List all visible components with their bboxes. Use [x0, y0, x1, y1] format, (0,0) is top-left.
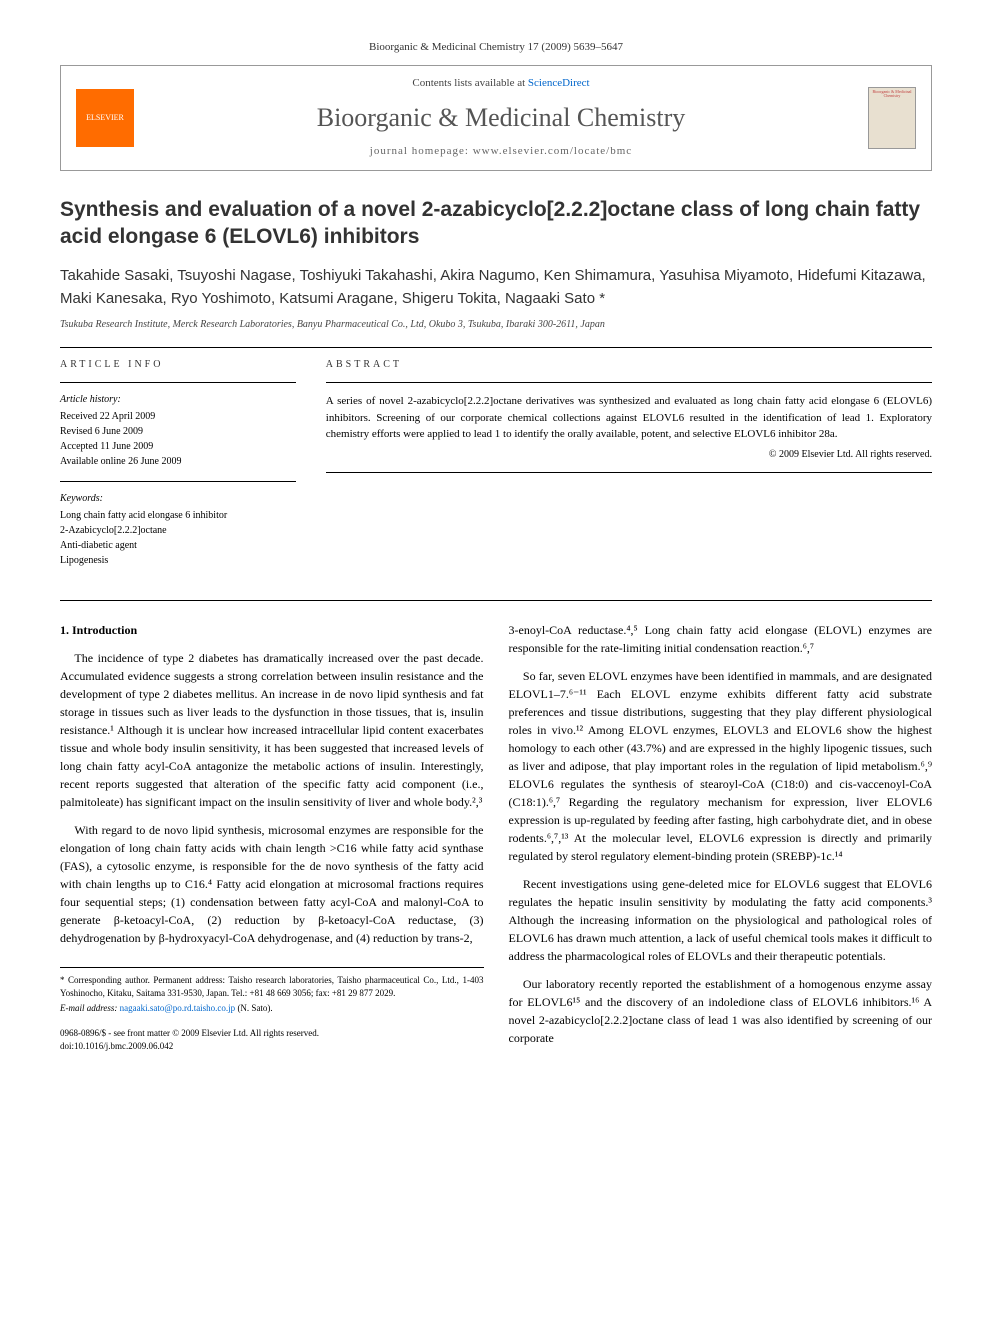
article-info-label: ARTICLE INFO	[60, 358, 296, 372]
history-revised: Revised 6 June 2009	[60, 424, 296, 439]
keywords-block: Keywords: Long chain fatty acid elongase…	[60, 492, 296, 568]
keyword-1: Long chain fatty acid elongase 6 inhibit…	[60, 508, 296, 523]
elsevier-logo-text: ELSEVIER	[86, 112, 124, 123]
journal-name: Bioorganic & Medicinal Chemistry	[134, 100, 868, 136]
keyword-2: 2-Azabicyclo[2.2.2]octane	[60, 523, 296, 538]
elsevier-logo: ELSEVIER	[76, 89, 134, 147]
divider-body	[60, 600, 932, 601]
contents-prefix: Contents lists available at	[412, 77, 527, 89]
corresponding-author-note: * Corresponding author. Permanent addres…	[60, 974, 484, 999]
intro-heading: 1. Introduction	[60, 621, 484, 639]
issn-line: 0968-0896/$ - see front matter © 2009 El…	[60, 1027, 484, 1040]
paragraph-2: With regard to de novo lipid synthesis, …	[60, 821, 484, 947]
right-column: 3-enoyl-CoA reductase.⁴,⁵ Long chain fat…	[509, 621, 933, 1057]
journal-homepage: journal homepage: www.elsevier.com/locat…	[134, 144, 868, 159]
divider-abstract-bottom	[326, 472, 932, 473]
sciencedirect-link[interactable]: ScienceDirect	[528, 77, 590, 89]
abstract-label: ABSTRACT	[326, 358, 932, 372]
article-info-column: ARTICLE INFO Article history: Received 2…	[60, 358, 296, 580]
divider-top	[60, 347, 932, 348]
email-link[interactable]: nagaaki.sato@po.rd.taisho.co.jp	[120, 1003, 236, 1013]
journal-header-bar: ELSEVIER Contents lists available at Sci…	[60, 65, 932, 170]
doi-line: doi:10.1016/j.bmc.2009.06.042	[60, 1040, 484, 1053]
divider-keywords	[60, 481, 296, 482]
paragraph-4: So far, seven ELOVL enzymes have been id…	[509, 667, 933, 865]
journal-cover-thumbnail: Bioorganic & Medicinal Chemistry	[868, 87, 916, 149]
meta-abstract-row: ARTICLE INFO Article history: Received 2…	[60, 358, 932, 580]
doi-block: 0968-0896/$ - see front matter © 2009 El…	[60, 1027, 484, 1052]
history-block: Article history: Received 22 April 2009 …	[60, 393, 296, 469]
affiliation: Tsukuba Research Institute, Merck Resear…	[60, 318, 932, 332]
paragraph-3: 3-enoyl-CoA reductase.⁴,⁵ Long chain fat…	[509, 621, 933, 657]
keyword-3: Anti-diabetic agent	[60, 538, 296, 553]
history-accepted: Accepted 11 June 2009	[60, 439, 296, 454]
email-label: E-mail address:	[60, 1003, 120, 1013]
footnote-block: * Corresponding author. Permanent addres…	[60, 967, 484, 1052]
contents-line: Contents lists available at ScienceDirec…	[134, 76, 868, 91]
abstract-copyright: © 2009 Elsevier Ltd. All rights reserved…	[326, 448, 932, 462]
body-columns: 1. Introduction The incidence of type 2 …	[60, 621, 932, 1057]
email-suffix: (N. Sato).	[235, 1003, 273, 1013]
cover-title: Bioorganic & Medicinal Chemistry	[871, 90, 913, 99]
author-list: Takahide Sasaki, Tsuyoshi Nagase, Toshiy…	[60, 265, 932, 310]
journal-info-block: Contents lists available at ScienceDirec…	[134, 76, 868, 159]
divider-abstract	[326, 382, 932, 383]
abstract-text: A series of novel 2-azabicyclo[2.2.2]oct…	[326, 393, 932, 443]
history-received: Received 22 April 2009	[60, 409, 296, 424]
divider-info	[60, 382, 296, 383]
history-online: Available online 26 June 2009	[60, 454, 296, 469]
left-column: 1. Introduction The incidence of type 2 …	[60, 621, 484, 1057]
keyword-4: Lipogenesis	[60, 553, 296, 568]
paragraph-6: Our laboratory recently reported the est…	[509, 975, 933, 1047]
article-title: Synthesis and evaluation of a novel 2-az…	[60, 196, 932, 251]
running-header: Bioorganic & Medicinal Chemistry 17 (200…	[60, 40, 932, 55]
email-line: E-mail address: nagaaki.sato@po.rd.taish…	[60, 1002, 484, 1015]
paragraph-5: Recent investigations using gene-deleted…	[509, 875, 933, 965]
abstract-column: ABSTRACT A series of novel 2-azabicyclo[…	[326, 358, 932, 580]
keywords-heading: Keywords:	[60, 492, 296, 506]
history-heading: Article history:	[60, 393, 296, 407]
paragraph-1: The incidence of type 2 diabetes has dra…	[60, 649, 484, 811]
header-left: ELSEVIER	[76, 89, 134, 147]
